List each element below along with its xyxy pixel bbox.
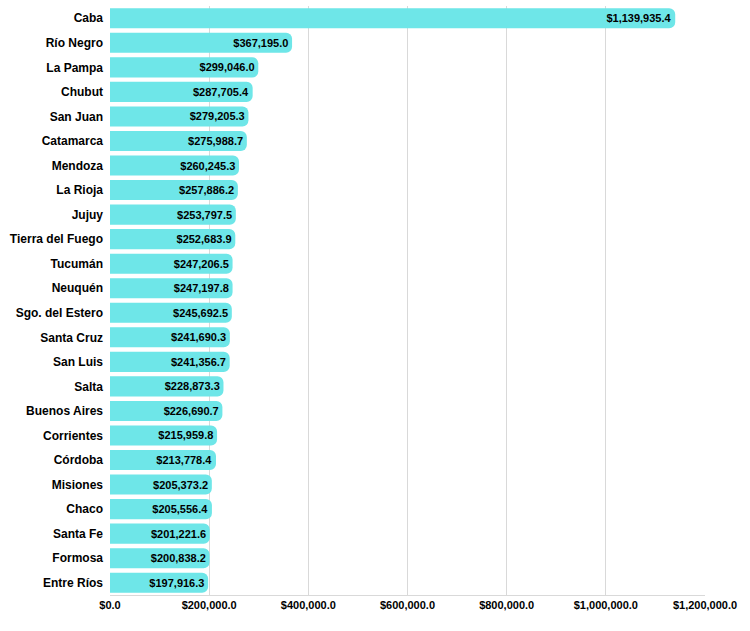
svg-text:Caba: Caba [74, 11, 104, 25]
svg-text:$279,205.3: $279,205.3 [190, 110, 245, 122]
svg-text:Sgo. del Estero: Sgo. del Estero [16, 306, 103, 320]
svg-text:Tucumán: Tucumán [51, 257, 103, 271]
svg-text:$253,797.5: $253,797.5 [177, 209, 232, 221]
svg-text:Neuquén: Neuquén [52, 281, 103, 295]
svg-text:$241,356.7: $241,356.7 [171, 356, 226, 368]
svg-text:Formosa: Formosa [52, 551, 103, 565]
svg-text:Buenos Aires: Buenos Aires [26, 404, 103, 418]
svg-text:$201,221.6: $201,221.6 [151, 528, 206, 540]
svg-text:Catamarca: Catamarca [42, 134, 104, 148]
svg-text:$241,690.3: $241,690.3 [171, 331, 226, 343]
svg-text:$257,886.2: $257,886.2 [179, 184, 234, 196]
svg-text:San Luis: San Luis [53, 355, 103, 369]
svg-text:$205,373.2: $205,373.2 [153, 479, 208, 491]
svg-text:$299,046.0: $299,046.0 [200, 61, 255, 73]
svg-text:Córdoba: Córdoba [54, 453, 104, 467]
svg-text:$600,000.0: $600,000.0 [380, 599, 435, 611]
svg-text:$800,000.0: $800,000.0 [479, 599, 534, 611]
svg-text:Río Negro: Río Negro [46, 36, 103, 50]
svg-text:$1,200,000.0: $1,200,000.0 [673, 599, 737, 611]
svg-text:San Juan: San Juan [50, 110, 103, 124]
svg-text:Tierra del Fuego: Tierra del Fuego [10, 232, 103, 246]
svg-text:$260,245.3: $260,245.3 [180, 160, 235, 172]
svg-text:Salta: Salta [74, 380, 103, 394]
svg-text:$213,778.4: $213,778.4 [156, 454, 212, 466]
svg-text:Misiones: Misiones [52, 478, 104, 492]
svg-text:$215,959.8: $215,959.8 [158, 429, 213, 441]
svg-text:$252,683.9: $252,683.9 [177, 233, 232, 245]
svg-text:$228,873.3: $228,873.3 [165, 380, 220, 392]
svg-text:Chaco: Chaco [66, 502, 103, 516]
svg-text:$226,690.7: $226,690.7 [164, 405, 219, 417]
svg-text:$200,000.0: $200,000.0 [182, 599, 237, 611]
svg-text:$247,197.8: $247,197.8 [174, 282, 229, 294]
svg-text:$247,206.5: $247,206.5 [174, 258, 229, 270]
svg-text:Mendoza: Mendoza [52, 159, 104, 173]
svg-text:La Rioja: La Rioja [56, 183, 103, 197]
svg-text:$1,000,000.0: $1,000,000.0 [574, 599, 638, 611]
svg-text:$197,916.3: $197,916.3 [149, 577, 204, 589]
svg-text:Santa Fe: Santa Fe [53, 527, 103, 541]
svg-text:Santa Cruz: Santa Cruz [40, 331, 103, 345]
svg-text:$275,988.7: $275,988.7 [188, 135, 243, 147]
svg-text:$1,139,935.4: $1,139,935.4 [606, 12, 671, 24]
svg-text:$245,692.5: $245,692.5 [173, 307, 228, 319]
svg-text:$0.0: $0.0 [99, 599, 120, 611]
svg-text:$367,195.0: $367,195.0 [233, 37, 288, 49]
svg-text:$287,705.4: $287,705.4 [193, 86, 249, 98]
svg-text:Corrientes: Corrientes [43, 429, 103, 443]
svg-text:Jujuy: Jujuy [72, 208, 104, 222]
svg-text:$400,000.0: $400,000.0 [281, 599, 336, 611]
svg-text:Entre Ríos: Entre Ríos [43, 576, 103, 590]
svg-text:Chubut: Chubut [61, 85, 103, 99]
svg-text:La Pampa: La Pampa [46, 61, 103, 75]
svg-text:$205,556.4: $205,556.4 [152, 503, 208, 515]
svg-text:$200,838.2: $200,838.2 [151, 552, 206, 564]
